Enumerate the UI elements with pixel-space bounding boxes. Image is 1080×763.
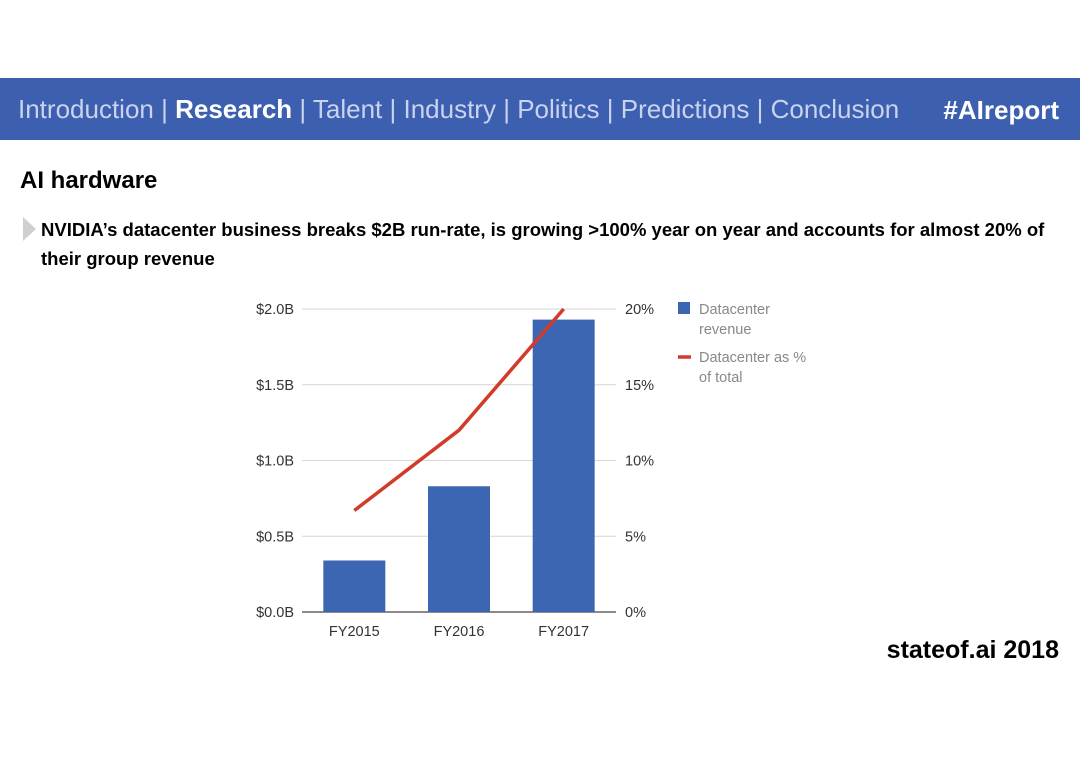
legend-label: of total <box>699 370 743 386</box>
nav-separator: | <box>292 94 313 124</box>
nav-item-industry[interactable]: Industry <box>403 94 496 124</box>
nav-item-conclusion[interactable]: Conclusion <box>770 94 900 124</box>
slide-subtitle: NVIDIA’s datacenter business breaks $2B … <box>41 219 1045 269</box>
page-title: AI hardware <box>20 167 158 194</box>
x-axis-tick-label: FY2016 <box>434 624 485 640</box>
left-axis-tick-label: $1.5B <box>256 378 294 394</box>
legend-bar-swatch <box>678 302 690 314</box>
bar-fy2017 <box>532 319 595 612</box>
nav-separator: | <box>599 94 621 124</box>
line-datacenter-share <box>353 307 565 512</box>
legend-label: Datacenter as % <box>699 350 806 366</box>
hashtag-label: #AIreport <box>943 95 1059 125</box>
right-axis-tick-label: 20% <box>625 302 654 318</box>
x-axis-tick-label: FY2015 <box>329 624 380 640</box>
nav-item-research[interactable]: Research <box>175 94 293 124</box>
footer-label: stateof.ai 2018 <box>886 636 1059 664</box>
nav-separator: | <box>749 94 771 124</box>
left-axis-tick-label: $0.0B <box>256 605 294 621</box>
bar-fy2015 <box>323 560 386 612</box>
right-axis-tick-label: 15% <box>625 378 654 394</box>
right-axis-tick-label: 10% <box>625 454 654 470</box>
nav-item-predictions[interactable]: Predictions <box>620 94 750 124</box>
left-axis-tick-label: $1.0B <box>256 454 294 470</box>
legend-label: Datacenter <box>699 302 770 318</box>
legend-label: revenue <box>699 322 751 338</box>
nav-item-talent[interactable]: Talent <box>312 94 383 124</box>
bar-fy2016 <box>428 486 490 612</box>
left-axis-tick-label: $2.0B <box>256 302 294 318</box>
nav-separator: | <box>495 94 518 124</box>
right-axis-tick-label: 5% <box>625 529 646 545</box>
nav-bar: Introduction | Research | Talent | Indus… <box>0 78 1080 140</box>
nav-links: Introduction | Research | Talent | Indus… <box>18 78 899 140</box>
x-axis-tick-label: FY2017 <box>538 624 589 640</box>
nav-separator: | <box>153 94 176 124</box>
nav-item-introduction[interactable]: Introduction <box>18 94 154 124</box>
bullet-arrow-icon <box>23 217 36 241</box>
left-axis-tick-label: $0.5B <box>256 529 294 545</box>
right-axis-tick-label: 0% <box>625 605 646 621</box>
nav-item-politics[interactable]: Politics <box>517 94 600 124</box>
nav-separator: | <box>382 94 404 124</box>
